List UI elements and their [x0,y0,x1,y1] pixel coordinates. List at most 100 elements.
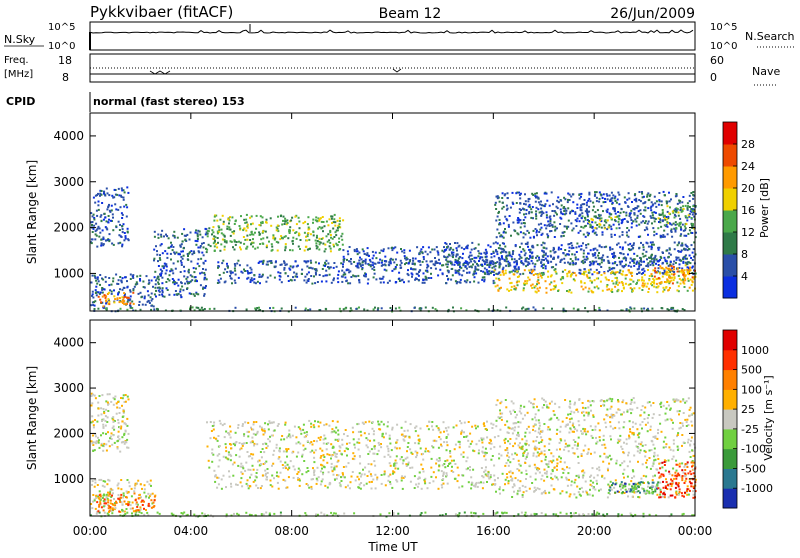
range-time-cell [434,264,436,266]
range-time-cell [127,228,129,230]
range-time-cell [193,267,195,269]
range-time-cell [619,227,621,229]
range-time-cell [429,482,431,484]
range-time-cell [625,212,627,214]
range-time-cell [504,193,506,195]
range-time-cell [251,272,253,274]
range-time-cell [691,217,693,219]
range-time-cell [618,203,620,205]
range-time-cell [641,289,643,291]
range-time-cell [134,286,136,288]
range-time-cell [153,506,155,508]
range-time-cell [586,259,588,261]
range-time-cell [246,214,248,216]
range-time-cell [125,204,127,206]
range-time-cell [284,223,286,225]
range-time-cell [671,224,673,226]
range-time-cell [589,280,591,282]
range-time-cell [95,280,97,282]
range-time-cell [692,223,694,225]
range-time-cell [170,268,172,270]
range-time-cell [630,272,632,274]
range-time-cell [608,262,610,264]
range-time-cell [253,278,255,280]
range-time-cell [329,230,331,232]
range-time-cell [311,488,313,490]
range-time-cell [409,250,411,252]
range-time-cell [557,196,559,198]
range-time-cell [563,197,565,199]
range-time-cell [668,276,670,278]
range-time-cell [267,468,269,470]
range-time-cell [345,280,347,282]
range-time-cell [611,280,613,282]
range-time-cell [499,223,501,225]
range-time-cell [476,443,478,445]
range-time-cell [668,192,670,194]
range-time-cell [91,402,93,404]
range-time-cell [270,262,272,264]
range-time-cell [600,194,602,196]
range-time-cell [500,287,502,289]
range-time-cell [445,513,447,515]
range-time-cell [119,229,121,231]
range-time-cell [153,249,155,251]
range-time-cell [642,202,644,204]
range-time-cell [240,215,242,217]
range-time-cell [671,236,673,238]
range-time-cell [358,279,360,281]
range-time-cell [107,402,109,404]
range-time-cell [138,304,140,306]
range-time-cell [519,208,521,210]
range-time-cell [247,224,249,226]
range-time-cell [234,239,236,241]
range-time-cell [97,415,99,417]
range-time-cell [129,302,131,304]
range-time-cell [231,278,233,280]
range-time-cell [537,274,539,276]
range-time-cell [525,203,527,205]
range-time-cell [370,473,372,475]
range-time-cell [634,218,636,220]
range-time-cell [256,443,258,445]
range-time-cell [378,450,380,452]
range-time-cell [150,296,152,298]
range-time-cell [266,264,268,266]
range-time-cell [239,264,241,266]
range-time-cell [626,309,628,311]
range-time-cell [263,513,265,515]
range-time-cell [564,269,566,271]
range-time-cell [248,487,250,489]
range-time-cell [278,476,280,478]
range-time-cell [208,460,210,462]
range-time-cell [528,198,530,200]
range-time-cell [289,232,291,234]
range-time-cell [331,455,333,457]
range-time-cell [543,307,545,309]
range-time-cell [462,253,464,255]
range-time-cell [367,283,369,285]
range-time-cell [673,260,675,262]
range-time-cell [166,269,168,271]
range-time-cell [471,258,473,260]
range-time-cell [580,282,582,284]
range-time-cell [113,421,115,423]
range-time-cell [119,224,121,226]
range-time-cell [674,217,676,219]
range-time-cell [376,453,378,455]
range-time-cell [359,455,361,457]
range-time-cell [244,227,246,229]
range-time-cell [404,430,406,432]
range-time-cell [249,217,251,219]
range-time-cell [662,209,664,211]
range-time-cell [418,275,420,277]
range-time-cell [226,514,228,516]
range-time-cell [600,266,602,268]
range-time-cell [519,246,521,248]
range-time-cell [546,214,548,216]
range-time-cell [512,203,514,205]
range-time-cell [220,278,222,280]
range-time-cell [107,431,109,433]
range-time-cell [418,483,420,485]
